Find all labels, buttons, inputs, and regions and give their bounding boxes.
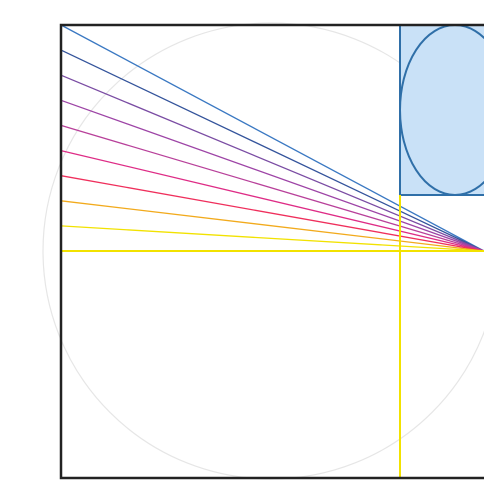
ray-line-6: [60, 149, 484, 252]
ray-line-8: [60, 200, 484, 252]
ray-line-1: [60, 24, 484, 252]
rays-layer: [60, 24, 484, 252]
ray-line-2: [60, 49, 484, 252]
ray-line-9: [60, 225, 484, 252]
ray-line-3: [60, 74, 484, 252]
frame-layer: [59, 23, 484, 480]
blue-rectangle: [399, 24, 484, 196]
ray-line-5: [60, 124, 484, 252]
crosshair-layer: [61, 195, 484, 478]
shapes-layer: [399, 24, 484, 196]
ray-line-4: [60, 99, 484, 252]
outer-frame: [59, 23, 484, 480]
ray-line-7: [60, 175, 484, 252]
